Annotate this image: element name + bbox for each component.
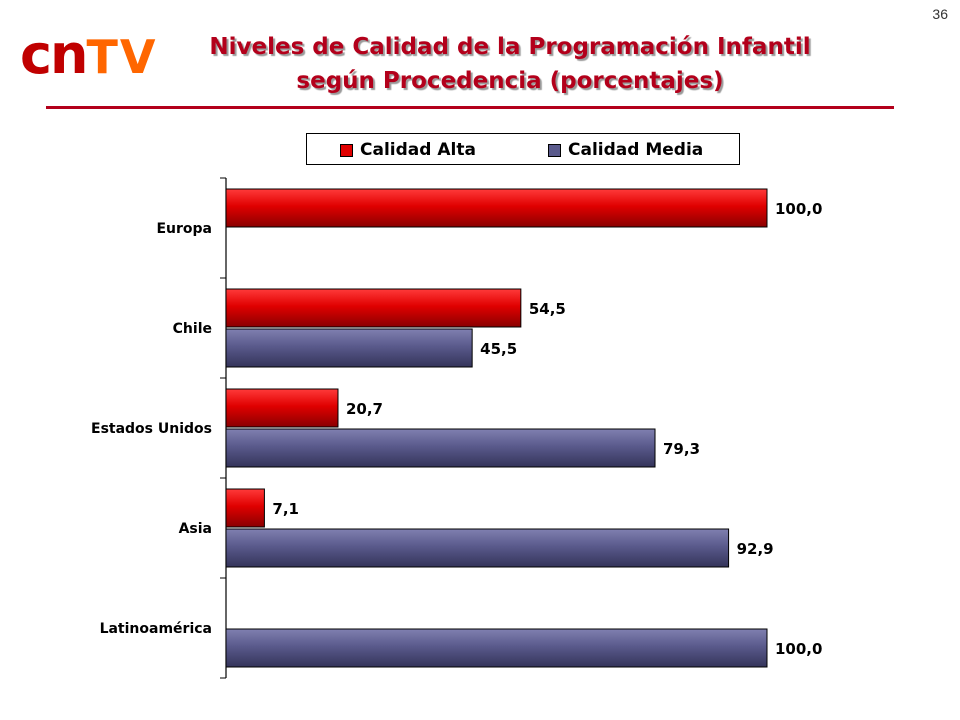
bar-calidad-alta — [225, 188, 768, 228]
legend-label-calidad-media: Calidad Media — [568, 140, 704, 160]
chart-title-line2: según Procedencia (porcentajes) — [296, 68, 724, 94]
bar-calidad-alta — [225, 288, 522, 328]
data-label: 79,3 — [663, 440, 700, 458]
category-label: Latinoamérica — [100, 621, 212, 637]
bar-calidad-media — [225, 328, 473, 368]
legend-item-calidad-alta: Calidad Alta — [340, 140, 476, 160]
bar-calidad-alta — [225, 388, 339, 428]
logo-cn: cn — [20, 23, 88, 86]
data-label: 100,0 — [775, 640, 822, 658]
cntv-logo: cnTV — [20, 28, 157, 82]
legend-swatch-calidad-alta — [340, 143, 353, 157]
chart-title: Niveles de Calidad de la Programación In… — [160, 30, 860, 98]
data-label: 7,1 — [272, 500, 299, 518]
category-label: Estados Unidos — [91, 421, 212, 437]
category-label: Chile — [173, 321, 212, 337]
category-label: Asia — [179, 521, 212, 537]
chart-legend: Calidad Alta Calidad Media — [306, 133, 740, 165]
data-label: 92,9 — [737, 540, 774, 558]
legend-label-calidad-alta: Calidad Alta — [360, 140, 476, 160]
data-label: 100,0 — [775, 200, 822, 218]
logo-tv: TV — [86, 30, 158, 84]
data-label: 54,5 — [529, 300, 566, 318]
data-label: 20,7 — [346, 400, 383, 418]
bar-calidad-alta — [225, 488, 265, 528]
bar-calidad-media — [225, 528, 730, 568]
bar-calidad-media — [225, 428, 656, 468]
category-label: Europa — [156, 221, 212, 237]
legend-swatch-calidad-media — [548, 143, 561, 157]
legend-item-calidad-media: Calidad Media — [548, 140, 703, 160]
page-number: 36 — [932, 6, 948, 22]
chart-title-line1: Niveles de Calidad de la Programación In… — [209, 34, 811, 60]
bar-calidad-media — [225, 628, 768, 668]
data-label: 45,5 — [480, 340, 517, 358]
title-divider — [46, 106, 894, 109]
